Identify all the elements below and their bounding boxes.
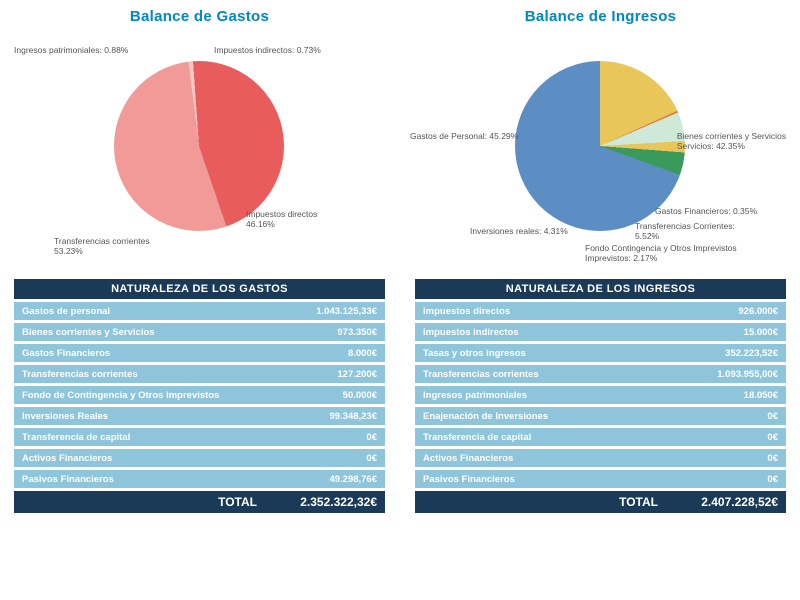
table-row: Inversiones Reales99.348,23€ — [14, 407, 385, 425]
ingresos-table-header: NATURALEZA DE LOS INGRESOS — [415, 279, 786, 299]
gastos-labels: Ingresos patrimoniales: 0.88% Impuestos … — [14, 31, 385, 261]
row-value: 0€ — [366, 453, 377, 464]
ingresos-label-inversiones-reales: Inversiones reales: 4.31% — [470, 226, 568, 236]
row-value: 99.348,23€ — [329, 411, 377, 422]
table-row: Impuestos indirectos15.000€ — [415, 323, 786, 341]
gastos-table-total: TOTAL 2.352.322,32€ — [14, 491, 385, 513]
row-name: Transferencia de capital — [423, 432, 767, 443]
ingresos-table-total: TOTAL 2.407.228,52€ — [415, 491, 786, 513]
table-row: Tasas y otros ingresos352.223,52€ — [415, 344, 786, 362]
row-name: Activos Financieros — [22, 453, 366, 464]
row-value: 49.298,76€ — [329, 474, 377, 485]
row-name: Impuestos directos — [423, 306, 738, 317]
row-value: 8.000€ — [348, 348, 377, 359]
gastos-total-value: 2.352.322,32€ — [277, 495, 377, 509]
row-name: Enajenación de Inversiones — [423, 411, 767, 422]
ingresos-chart-title: Balance de Ingresos — [415, 8, 786, 25]
table-row: Pasivos Financieros0€ — [415, 470, 786, 488]
ingresos-label-gastos-personal: Gastos de Personal: 45.29% — [410, 131, 518, 141]
ingresos-total-label: TOTAL — [423, 495, 678, 509]
gastos-table-body: Gastos de personal1.043.125,33€ Bienes co… — [14, 302, 385, 488]
table-row: Activos Financieros0€ — [14, 449, 385, 467]
ingresos-label-bienes-corrientes: Bienes corrientes y ServiciosServicios: … — [677, 131, 786, 151]
table-row: Transferencias corrientes1.093.955,00€ — [415, 365, 786, 383]
ingresos-label-gastos-financieros: Gastos Financieros: 0.35% — [655, 206, 757, 216]
table-row: Fondo de Contingencia y Otros Imprevisto… — [14, 386, 385, 404]
ingresos-total-value: 2.407.228,52€ — [678, 495, 778, 509]
row-value: 0€ — [366, 432, 377, 443]
table-row: Pasivos Financieros49.298,76€ — [14, 470, 385, 488]
gastos-chart-title: Balance de Gastos — [14, 8, 385, 25]
row-name: Ingresos patrimoniales — [423, 390, 744, 401]
gastos-label-transferencias-corrientes: Transferencias corrientes53.23% — [54, 236, 150, 256]
table-row: Transferencias corrientes127.200€ — [14, 365, 385, 383]
row-value: 15.000€ — [744, 327, 778, 338]
row-value: 973.350€ — [337, 327, 377, 338]
ingresos-table-body: Impuestos directos926.000€ Impuestos indi… — [415, 302, 786, 488]
row-value: 50.000€ — [343, 390, 377, 401]
ingresos-table: NATURALEZA DE LOS INGRESOS Impuestos dir… — [415, 279, 786, 513]
row-name: Gastos Financieros — [22, 348, 348, 359]
table-row: Gastos de personal1.043.125,33€ — [14, 302, 385, 320]
table-row: Enajenación de Inversiones0€ — [415, 407, 786, 425]
ingresos-chart-area: Bienes corrientes y ServiciosServicios: … — [415, 31, 786, 261]
table-row: Transferencia de capital0€ — [14, 428, 385, 446]
row-name: Activos Financieros — [423, 453, 767, 464]
row-value: 0€ — [767, 474, 778, 485]
table-row: Activos Financieros0€ — [415, 449, 786, 467]
row-value: 926.000€ — [738, 306, 778, 317]
gastos-label-ingresos-patrimoniales: Ingresos patrimoniales: 0.88% — [14, 45, 128, 55]
row-name: Transferencia de capital — [22, 432, 366, 443]
ingresos-labels: Bienes corrientes y ServiciosServicios: … — [415, 31, 786, 261]
row-value: 18.050€ — [744, 390, 778, 401]
gastos-panel: Balance de Gastos Ingresos patrimoniales… — [14, 8, 385, 261]
gastos-table-header: NATURALEZA DE LOS GASTOS — [14, 279, 385, 299]
row-name: Inversiones Reales — [22, 411, 329, 422]
ingresos-label-transferencias-corrientes: Transferencias Corrientes:5.52% — [635, 221, 735, 241]
row-value: 0€ — [767, 453, 778, 464]
row-name: Gastos de personal — [22, 306, 316, 317]
table-row: Ingresos patrimoniales18.050€ — [415, 386, 786, 404]
table-row: Transferencia de capital0€ — [415, 428, 786, 446]
row-name: Pasivos Financieros — [22, 474, 329, 485]
table-row: Gastos Financieros8.000€ — [14, 344, 385, 362]
row-value: 0€ — [767, 411, 778, 422]
gastos-chart-area: Ingresos patrimoniales: 0.88% Impuestos … — [14, 31, 385, 261]
row-value: 0€ — [767, 432, 778, 443]
row-name: Fondo de Contingencia y Otros Imprevisto… — [22, 390, 343, 401]
gastos-table: NATURALEZA DE LOS GASTOS Gastos de perso… — [14, 279, 385, 513]
row-name: Impuestos indirectos — [423, 327, 744, 338]
row-value: 352.223,52€ — [725, 348, 778, 359]
ingresos-label-fondo-contingencia: Fondo Contingencia y Otros ImprevistosIm… — [585, 243, 737, 263]
ingresos-panel: Balance de Ingresos Bienes corrientes y … — [415, 8, 786, 261]
row-name: Transferencias corrientes — [22, 369, 337, 380]
row-name: Tasas y otros ingresos — [423, 348, 725, 359]
gastos-label-impuestos-indirectos: Impuestos indirectos: 0.73% — [214, 45, 321, 55]
table-row: Bienes corrientes y Servicios973.350€ — [14, 323, 385, 341]
row-name: Pasivos Financieros — [423, 474, 767, 485]
row-value: 1.043.125,33€ — [316, 306, 377, 317]
table-row: Impuestos directos926.000€ — [415, 302, 786, 320]
gastos-total-label: TOTAL — [22, 495, 277, 509]
gastos-label-impuestos-directos: Impuestos directos46.16% — [246, 209, 317, 229]
row-value: 127.200€ — [337, 369, 377, 380]
row-name: Bienes corrientes y Servicios — [22, 327, 337, 338]
row-value: 1.093.955,00€ — [717, 369, 778, 380]
row-name: Transferencias corrientes — [423, 369, 717, 380]
